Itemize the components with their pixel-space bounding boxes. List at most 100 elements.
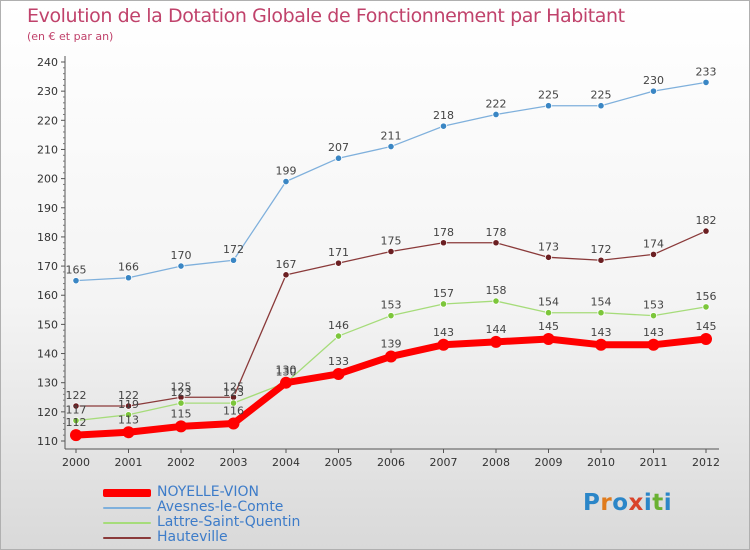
data-label: 156: [696, 290, 717, 303]
y-tick-label: 180: [37, 231, 58, 244]
data-point: [490, 335, 502, 348]
data-label: 112: [66, 416, 87, 429]
data-point: [702, 303, 710, 311]
x-tick-label: 2003: [220, 456, 248, 469]
data-label: 157: [433, 287, 454, 300]
x-tick-label: 2004: [272, 456, 300, 469]
data-point: [177, 262, 185, 270]
data-point: [439, 239, 448, 247]
y-tick-label: 200: [37, 173, 58, 186]
logo-letter: t: [652, 490, 664, 516]
legend-swatch: [103, 506, 151, 509]
data-label: 225: [538, 89, 559, 102]
y-tick-label: 130: [37, 377, 58, 390]
logo-letter: o: [612, 490, 629, 516]
data-label: 165: [66, 264, 87, 277]
data-label: 230: [643, 74, 664, 87]
data-point: [72, 277, 80, 285]
data-label: 143: [591, 326, 612, 339]
data-label: 116: [223, 405, 244, 418]
data-label: 143: [643, 326, 664, 339]
data-point: [544, 102, 553, 110]
legend-label: Hauteville: [157, 529, 228, 545]
legend-label: NOYELLE-VION: [157, 484, 259, 500]
x-tick-label: 2011: [640, 456, 668, 469]
y-tick-label: 240: [37, 56, 58, 69]
data-label: 145: [538, 320, 559, 333]
data-point: [72, 416, 80, 425]
data-label: 173: [538, 240, 559, 253]
data-point: [597, 256, 605, 264]
data-label: 178: [486, 226, 507, 239]
data-label: 175: [381, 235, 402, 248]
y-tick-label: 220: [37, 114, 58, 127]
data-point: [334, 154, 343, 162]
data-label: 125: [223, 380, 244, 393]
data-point: [177, 399, 185, 407]
x-tick-label: 2010: [587, 456, 615, 469]
data-point: [175, 420, 187, 433]
data-label: 166: [118, 261, 139, 274]
data-point: [229, 399, 238, 407]
legend-swatch: [103, 536, 151, 539]
data-label: 133: [328, 355, 349, 368]
data-point: [597, 102, 605, 110]
y-tick-label: 230: [37, 85, 58, 98]
data-label: 125: [171, 380, 192, 393]
legend-swatch: [103, 521, 151, 524]
data-point: [647, 338, 660, 351]
data-point: [649, 312, 658, 320]
data-label: 182: [696, 214, 717, 227]
data-point: [439, 122, 448, 130]
data-point: [544, 253, 553, 261]
data-label: 158: [486, 284, 507, 297]
logo-letter: x: [628, 490, 644, 516]
data-point: [649, 87, 658, 95]
data-point: [282, 177, 290, 186]
data-label: 139: [381, 337, 402, 350]
data-point: [124, 274, 133, 282]
data-point: [227, 417, 240, 430]
data-label: 119: [118, 398, 139, 411]
x-tick-label: 2005: [325, 456, 353, 469]
x-tick-label: 2007: [430, 456, 458, 469]
data-point: [387, 247, 395, 256]
data-point: [387, 312, 395, 320]
data-label: 115: [171, 407, 192, 420]
data-point: [124, 411, 133, 419]
data-label: 130: [276, 364, 297, 377]
logo-letter: i: [663, 490, 673, 516]
data-point: [282, 271, 290, 279]
data-point: [385, 350, 397, 363]
data-label: 207: [328, 141, 349, 154]
data-label: 218: [433, 109, 454, 122]
data-point: [332, 367, 345, 380]
data-label: 145: [696, 320, 717, 333]
y-tick-label: 110: [37, 435, 58, 448]
data-label: 113: [118, 413, 139, 426]
data-point: [334, 332, 343, 340]
data-label: 178: [433, 226, 454, 239]
y-tick-label: 160: [37, 289, 58, 302]
data-point: [492, 239, 500, 247]
data-point: [649, 250, 658, 259]
x-tick-label: 2002: [167, 456, 195, 469]
y-tick-label: 170: [37, 260, 58, 273]
data-point: [492, 297, 500, 305]
data-point: [70, 429, 82, 442]
data-label: 154: [538, 296, 559, 309]
data-point: [72, 402, 80, 410]
data-label: 153: [643, 299, 664, 312]
data-label: 170: [171, 249, 192, 262]
logo-letter: i: [643, 490, 653, 516]
data-label: 122: [66, 389, 87, 402]
logo-letter: P: [583, 490, 601, 516]
data-label: 233: [696, 65, 717, 78]
data-point: [702, 78, 710, 87]
y-tick-label: 140: [37, 348, 58, 361]
chart-subtitle: (en € et par an): [27, 30, 114, 43]
data-point: [439, 300, 448, 308]
data-label: 153: [381, 299, 402, 312]
x-tick-label: 2009: [535, 456, 563, 469]
